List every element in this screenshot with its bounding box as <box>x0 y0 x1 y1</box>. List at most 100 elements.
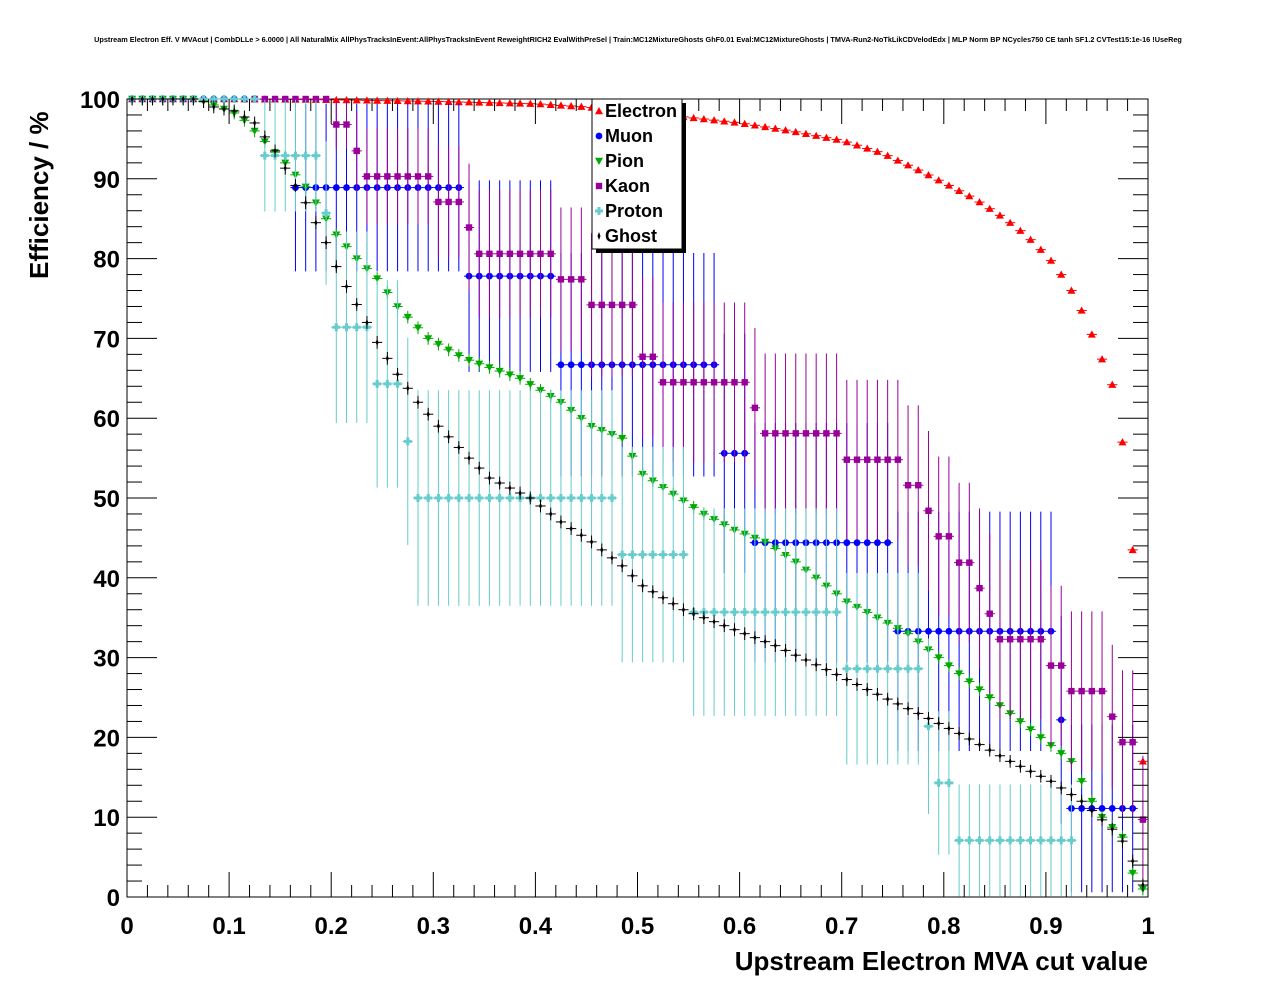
data-point <box>700 379 708 386</box>
data-point <box>577 494 586 502</box>
data-point <box>1078 805 1086 812</box>
data-point <box>1016 226 1025 234</box>
data-point <box>600 546 604 554</box>
data-point <box>916 709 920 717</box>
data-point <box>590 538 594 546</box>
data-point <box>559 518 563 526</box>
data-point <box>352 323 361 332</box>
data-point <box>732 626 736 634</box>
data-point <box>985 836 994 845</box>
data-point <box>383 379 392 388</box>
data-point <box>853 539 861 547</box>
data-point <box>1068 687 1075 695</box>
data-point <box>731 379 738 386</box>
data-point <box>413 97 422 105</box>
data-point <box>822 133 831 141</box>
data-point <box>710 608 719 617</box>
data-point <box>945 627 953 635</box>
data-point <box>894 456 902 463</box>
data-point <box>454 97 463 106</box>
data-point <box>373 275 382 283</box>
data-point <box>171 95 175 103</box>
data-point <box>975 686 984 694</box>
data-point <box>477 464 481 472</box>
x-tick-label: 0.4 <box>519 913 553 940</box>
legend-label: Ghost <box>605 226 657 246</box>
data-point <box>232 107 236 115</box>
data-point <box>843 539 851 547</box>
data-point <box>855 681 859 689</box>
data-point <box>343 121 350 128</box>
data-point <box>343 184 350 191</box>
data-point <box>498 479 502 487</box>
data-point <box>567 361 575 369</box>
data-point <box>628 550 637 559</box>
data-point <box>396 370 400 378</box>
data-point <box>1077 306 1086 314</box>
legend-entry-electron: Electron <box>595 101 677 121</box>
data-point <box>416 398 420 406</box>
y-tick-label: 10 <box>93 805 120 832</box>
data-point <box>955 559 963 566</box>
data-point <box>304 199 308 207</box>
data-point <box>639 353 646 360</box>
pion-marker-icon <box>595 157 603 165</box>
data-point <box>947 724 951 732</box>
data-point <box>1098 355 1107 363</box>
data-point <box>577 102 586 110</box>
data-point <box>291 151 300 160</box>
data-point <box>996 636 1004 643</box>
data-point <box>651 588 655 596</box>
data-point <box>712 618 716 626</box>
data-point <box>661 594 665 602</box>
data-point <box>434 340 443 349</box>
data-point <box>914 664 923 673</box>
y-tick-label: 100 <box>80 87 120 114</box>
data-point <box>1026 726 1035 734</box>
data-point <box>518 489 522 497</box>
data-point <box>1108 380 1117 388</box>
chart-title: Upstream Electron Eff. V MVAcut | CombDL… <box>94 35 1182 44</box>
x-tick-label: 0.2 <box>315 913 348 940</box>
data-point <box>557 276 565 283</box>
data-point <box>362 96 371 104</box>
data-point <box>1029 767 1033 775</box>
data-point <box>403 437 412 446</box>
data-point <box>822 608 831 617</box>
data-point <box>753 634 757 642</box>
data-point <box>689 113 698 122</box>
data-point <box>436 422 440 430</box>
data-point <box>345 283 349 291</box>
data-point <box>832 608 841 617</box>
data-point <box>985 694 994 702</box>
data-point <box>874 539 881 547</box>
data-point <box>465 224 473 231</box>
data-point <box>1037 636 1044 643</box>
data-point <box>648 550 657 559</box>
data-point <box>505 371 514 379</box>
data-point <box>230 95 239 103</box>
data-point <box>812 430 820 437</box>
data-point <box>608 301 616 309</box>
data-point <box>373 173 381 180</box>
data-point <box>801 608 810 617</box>
y-tick-label: 60 <box>93 406 120 433</box>
data-point <box>975 836 984 845</box>
data-point <box>1008 757 1012 765</box>
data-point <box>1119 738 1126 746</box>
data-point <box>924 722 933 731</box>
data-point <box>814 661 818 669</box>
muon-marker-icon <box>595 132 603 140</box>
data-point <box>539 502 543 510</box>
data-point <box>454 494 463 502</box>
data-point <box>467 454 471 462</box>
data-point <box>444 97 453 105</box>
data-point <box>413 324 422 332</box>
data-point <box>292 95 299 103</box>
data-point <box>702 614 706 622</box>
x-axis-label: Upstream Electron MVA cut value <box>735 946 1148 976</box>
ghost-marker-icon <box>597 232 601 240</box>
data-point <box>975 198 984 206</box>
data-point <box>680 379 687 386</box>
data-point <box>1080 797 1084 805</box>
